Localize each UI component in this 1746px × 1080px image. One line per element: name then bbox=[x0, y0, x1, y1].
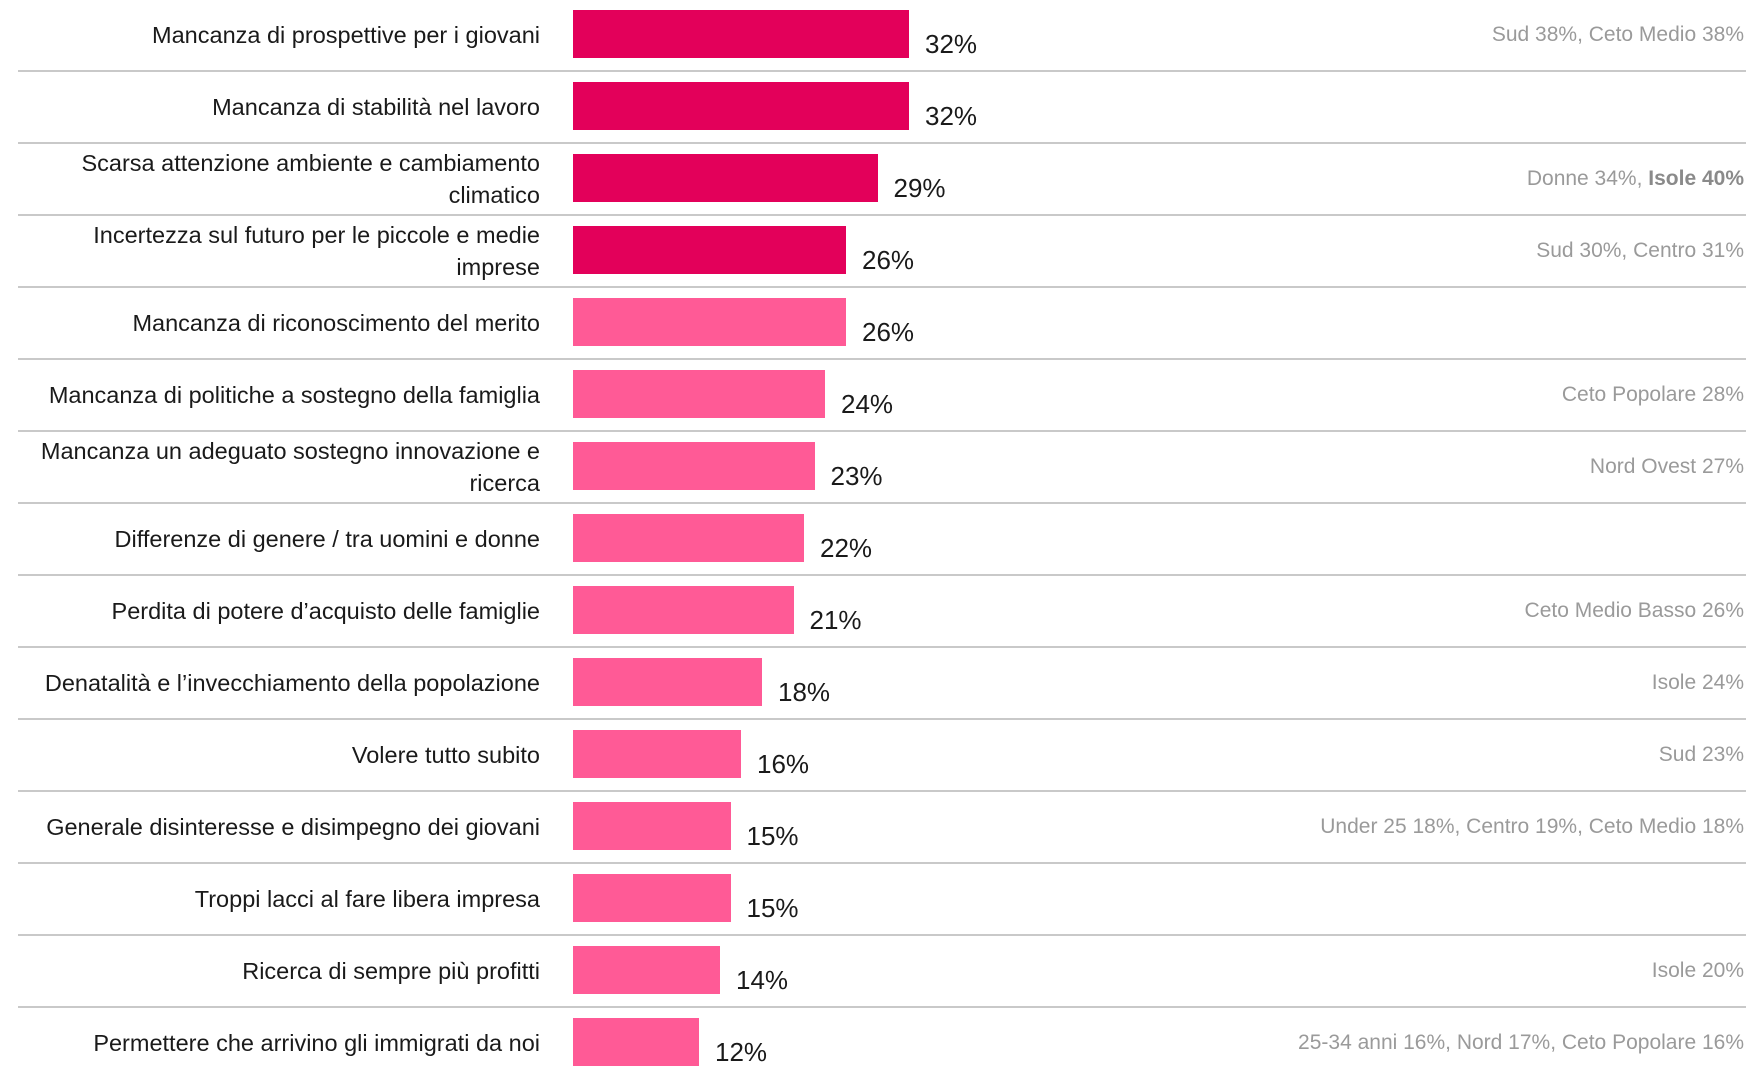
value-label: 22% bbox=[820, 533, 873, 563]
category-label: Incertezza sul futuro per le piccole e m… bbox=[93, 222, 540, 280]
segment-note: Sud 30%, Centro 31% bbox=[1536, 216, 1744, 286]
category-label: Mancanza di riconoscimento del merito bbox=[132, 310, 540, 336]
value-label: 24% bbox=[841, 389, 894, 419]
segment-note: Under 25 18%, Centro 19%, Ceto Medio 18% bbox=[1320, 792, 1744, 862]
bar bbox=[573, 442, 815, 490]
segment-note: Ceto Medio Basso 26% bbox=[1525, 576, 1744, 646]
category-label: Ricerca di sempre più profitti bbox=[242, 958, 540, 984]
chart-row: Generale disinteresse e disimpegno dei g… bbox=[0, 792, 1746, 864]
segment-note-part: Under 25 18%, Centro 19%, Ceto Medio 18% bbox=[1320, 815, 1744, 838]
row-divider bbox=[18, 214, 1746, 216]
category-label: Generale disinteresse e disimpegno dei g… bbox=[46, 814, 540, 840]
value-label: 15% bbox=[746, 821, 799, 851]
bar bbox=[573, 82, 909, 130]
bar bbox=[573, 730, 741, 778]
segment-note-part: Sud 38%, Ceto Medio 38% bbox=[1491, 23, 1744, 46]
segment-note: 25-34 anni 16%, Nord 17%, Ceto Popolare … bbox=[1298, 1008, 1744, 1078]
segment-note-part: 25-34 anni 16%, Nord 17%, Ceto Popolare … bbox=[1298, 1031, 1744, 1054]
category-label: Mancanza di stabilità nel lavoro bbox=[212, 94, 540, 120]
bar bbox=[573, 946, 720, 994]
category-label: Perdita di potere d’acquisto delle famig… bbox=[111, 598, 540, 624]
row-divider bbox=[18, 358, 1746, 360]
row-divider bbox=[18, 862, 1746, 864]
row-divider bbox=[18, 70, 1746, 72]
bar bbox=[573, 658, 762, 706]
category-label: Volere tutto subito bbox=[351, 742, 540, 768]
bar bbox=[573, 10, 909, 58]
value-label: 15% bbox=[746, 893, 799, 923]
category-label: Mancanza di prospettive per i giovani bbox=[152, 22, 540, 48]
bar bbox=[573, 154, 878, 202]
value-label: 14% bbox=[736, 965, 789, 995]
chart-row: Mancanza un adeguato sostegno innovazion… bbox=[0, 432, 1746, 504]
bar bbox=[573, 1018, 699, 1066]
value-label: 23% bbox=[830, 461, 883, 491]
value-label: 21% bbox=[809, 605, 862, 635]
bar bbox=[573, 514, 804, 562]
chart-row: Scarsa attenzione ambiente e cambiamento… bbox=[0, 144, 1746, 216]
chart-row: Mancanza di politiche a sostegno della f… bbox=[0, 360, 1746, 432]
row-divider bbox=[18, 646, 1746, 648]
row-divider bbox=[18, 790, 1746, 792]
category-label: Denatalità e l’invecchiamento della popo… bbox=[44, 670, 540, 696]
value-label: 16% bbox=[757, 749, 810, 779]
segment-note-part: Donne 34%, bbox=[1526, 167, 1649, 190]
segment-note-part: Ceto Popolare 28% bbox=[1561, 383, 1744, 406]
row-divider bbox=[18, 430, 1746, 432]
segment-note: Ceto Popolare 28% bbox=[1562, 360, 1744, 430]
segment-note: Sud 38%, Ceto Medio 38% bbox=[1492, 0, 1744, 70]
segment-note-part: Isole 40% bbox=[1648, 167, 1744, 190]
chart-row: Perdita di potere d’acquisto delle famig… bbox=[0, 576, 1746, 648]
bar bbox=[573, 370, 825, 418]
chart-row: Incertezza sul futuro per le piccole e m… bbox=[0, 216, 1746, 288]
category-label: Differenze di genere / tra uomini e donn… bbox=[114, 526, 540, 552]
value-label: 18% bbox=[778, 677, 831, 707]
segment-note-part: Ceto Medio Basso 26% bbox=[1524, 599, 1744, 622]
category-label: Troppi lacci al fare libera impresa bbox=[194, 886, 540, 912]
category-label: Mancanza di politiche a sostegno della f… bbox=[48, 382, 540, 408]
category-label: Permettere che arrivino gli immigrati da… bbox=[93, 1030, 540, 1056]
row-divider bbox=[18, 502, 1746, 504]
chart-row: Mancanza di prospettive per i giovani 32%… bbox=[0, 0, 1746, 72]
category-label: Scarsa attenzione ambiente e cambiamento… bbox=[81, 150, 540, 208]
bar bbox=[573, 586, 794, 634]
chart-row: Volere tutto subito 16% Sud 23% bbox=[0, 720, 1746, 792]
chart-row: Troppi lacci al fare libera impresa 15% bbox=[0, 864, 1746, 936]
bar bbox=[573, 298, 846, 346]
row-divider bbox=[18, 718, 1746, 720]
chart-row: Ricerca di sempre più profitti 14% Isole 2… bbox=[0, 936, 1746, 1008]
segment-note-part: Nord Ovest 27% bbox=[1589, 455, 1744, 478]
chart-row: Differenze di genere / tra uomini e donn… bbox=[0, 504, 1746, 576]
segment-note-part: Isole 20% bbox=[1651, 959, 1744, 982]
bar bbox=[573, 802, 731, 850]
row-divider bbox=[18, 574, 1746, 576]
chart-row: Denatalità e l’invecchiamento della popo… bbox=[0, 648, 1746, 720]
chart-row: Mancanza di stabilità nel lavoro 32% bbox=[0, 72, 1746, 144]
row-divider bbox=[18, 934, 1746, 936]
segment-note: Sud 23% bbox=[1659, 720, 1744, 790]
value-label: 29% bbox=[893, 173, 946, 203]
chart-row: Permettere che arrivino gli immigrati da… bbox=[0, 1008, 1746, 1080]
segment-note-part: Isole 24% bbox=[1651, 671, 1744, 694]
value-label: 12% bbox=[715, 1037, 768, 1067]
bar bbox=[573, 226, 846, 274]
chart-row: Mancanza di riconoscimento del merito 26% bbox=[0, 288, 1746, 360]
segment-note: Donne 34%, Isole 40% bbox=[1527, 144, 1744, 214]
value-label: 26% bbox=[862, 245, 915, 275]
bar bbox=[573, 874, 731, 922]
value-label: 26% bbox=[862, 317, 915, 347]
category-label: Mancanza un adeguato sostegno innovazion… bbox=[40, 438, 540, 496]
row-divider bbox=[18, 142, 1746, 144]
value-label: 32% bbox=[925, 29, 978, 59]
segment-note-part: Sud 30%, Centro 31% bbox=[1536, 239, 1744, 262]
segment-note: Isole 24% bbox=[1652, 648, 1744, 718]
segment-note: Isole 20% bbox=[1652, 936, 1744, 1006]
row-divider bbox=[18, 286, 1746, 288]
value-label: 32% bbox=[925, 101, 978, 131]
row-divider bbox=[18, 1006, 1746, 1008]
segment-note-part: Sud 23% bbox=[1658, 743, 1744, 766]
segment-note: Nord Ovest 27% bbox=[1590, 432, 1744, 502]
